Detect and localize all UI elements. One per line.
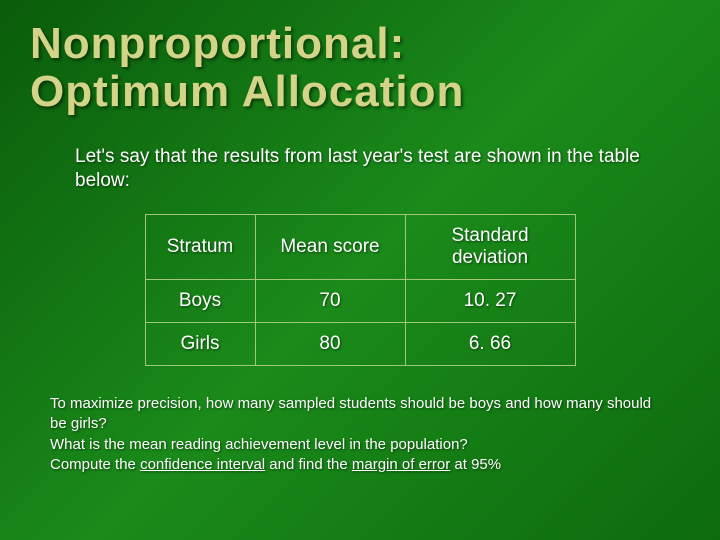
title-line-1: Nonproportional: — [30, 19, 405, 68]
table-header-row: Stratum Mean score Standard deviation — [145, 215, 575, 280]
slide: Nonproportional: Optimum Allocation Let'… — [0, 0, 720, 540]
slide-title: Nonproportional: Optimum Allocation — [30, 20, 690, 117]
question-2: What is the mean reading achievement lev… — [50, 435, 670, 455]
col-header-stratum: Stratum — [145, 215, 255, 280]
col-header-mean: Mean score — [255, 215, 405, 280]
cell-sd: 6. 66 — [405, 323, 575, 366]
title-line-2: Optimum Allocation — [30, 67, 464, 116]
question-1: To maximize precision, how many sampled … — [50, 394, 670, 435]
col-header-sd: Standard deviation — [405, 215, 575, 280]
data-table: Stratum Mean score Standard deviation Bo… — [145, 214, 576, 366]
q3-underline-1: confidence interval — [140, 456, 265, 473]
cell-mean: 80 — [255, 323, 405, 366]
cell-stratum: Girls — [145, 323, 255, 366]
table-container: Stratum Mean score Standard deviation Bo… — [30, 214, 690, 366]
table-row: Girls 80 6. 66 — [145, 323, 575, 366]
questions-block: To maximize precision, how many sampled … — [50, 394, 670, 475]
cell-sd: 10. 27 — [405, 280, 575, 323]
question-3: Compute the confidence interval and find… — [50, 455, 670, 475]
q3-pre: Compute the — [50, 456, 140, 473]
cell-stratum: Boys — [145, 280, 255, 323]
cell-mean: 70 — [255, 280, 405, 323]
intro-text: Let's say that the results from last yea… — [75, 145, 690, 194]
q3-mid: and find the — [265, 456, 352, 473]
q3-post: at 95% — [450, 456, 501, 473]
q3-underline-2: margin of error — [352, 456, 450, 473]
table-row: Boys 70 10. 27 — [145, 280, 575, 323]
